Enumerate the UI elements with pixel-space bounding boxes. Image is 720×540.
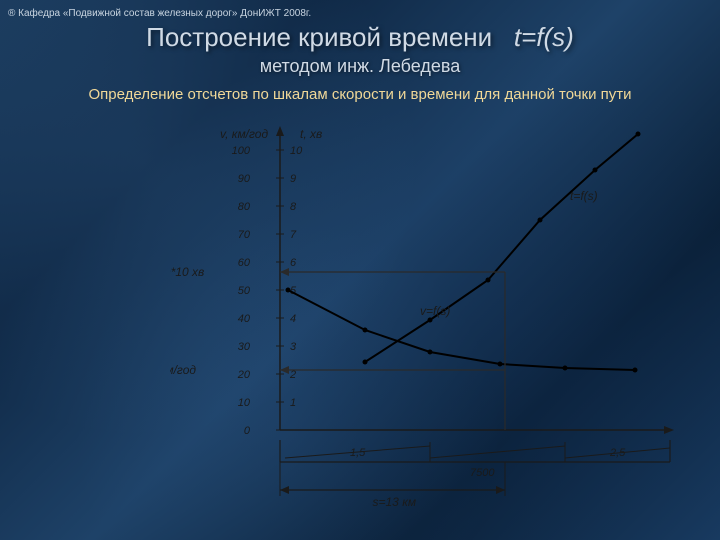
svg-text:4: 4 bbox=[290, 313, 296, 325]
description: Определение отсчетов по шкалам скорости … bbox=[0, 86, 720, 103]
svg-text:1: 1 bbox=[290, 397, 296, 409]
svg-text:10: 10 bbox=[290, 145, 303, 157]
svg-text:90: 90 bbox=[238, 173, 251, 185]
svg-text:2,5: 2,5 bbox=[609, 447, 626, 459]
svg-text:80: 80 bbox=[238, 201, 251, 213]
svg-text:100: 100 bbox=[232, 145, 251, 157]
svg-text:70: 70 bbox=[238, 229, 251, 241]
title-text: Построение кривой времени bbox=[146, 22, 492, 52]
svg-text:v, км/год: v, км/год bbox=[220, 127, 268, 141]
chart-svg: 010120230340450560670780890910010v, км/г… bbox=[170, 120, 720, 520]
svg-text:v=21 км/год: v=21 км/год bbox=[170, 363, 196, 377]
svg-text:1,5: 1,5 bbox=[350, 447, 366, 459]
svg-text:7500: 7500 bbox=[470, 467, 495, 479]
title-formula: t=f(s) bbox=[514, 22, 574, 52]
svg-text:v=f(s): v=f(s) bbox=[420, 304, 450, 318]
svg-text:8: 8 bbox=[290, 201, 297, 213]
chart: 010120230340450560670780890910010v, км/г… bbox=[170, 120, 670, 520]
svg-text:6: 6 bbox=[290, 257, 297, 269]
page-title: Построение кривой времени t=f(s) bbox=[0, 22, 720, 53]
svg-text:50: 50 bbox=[238, 285, 251, 297]
svg-text:t=f(s): t=f(s) bbox=[570, 189, 598, 203]
svg-text:s=13 км: s=13 км bbox=[373, 495, 417, 509]
svg-text:20: 20 bbox=[237, 369, 251, 381]
svg-text:0: 0 bbox=[244, 425, 251, 437]
svg-text:7: 7 bbox=[290, 229, 297, 241]
svg-text:2: 2 bbox=[289, 369, 296, 381]
copyright: ® Кафедра «Подвижной состав железных дор… bbox=[8, 8, 311, 19]
subtitle: методом инж. Лебедева bbox=[0, 56, 720, 77]
svg-text:40: 40 bbox=[238, 313, 251, 325]
svg-text:t, хв: t, хв bbox=[300, 127, 322, 141]
svg-text:60: 60 bbox=[238, 257, 251, 269]
svg-text:9: 9 bbox=[290, 173, 296, 185]
svg-text:10: 10 bbox=[238, 397, 251, 409]
svg-text:3: 3 bbox=[290, 341, 297, 353]
svg-text:30: 30 bbox=[238, 341, 251, 353]
svg-text:t=5,6+n*10 хв: t=5,6+n*10 хв bbox=[170, 265, 204, 279]
